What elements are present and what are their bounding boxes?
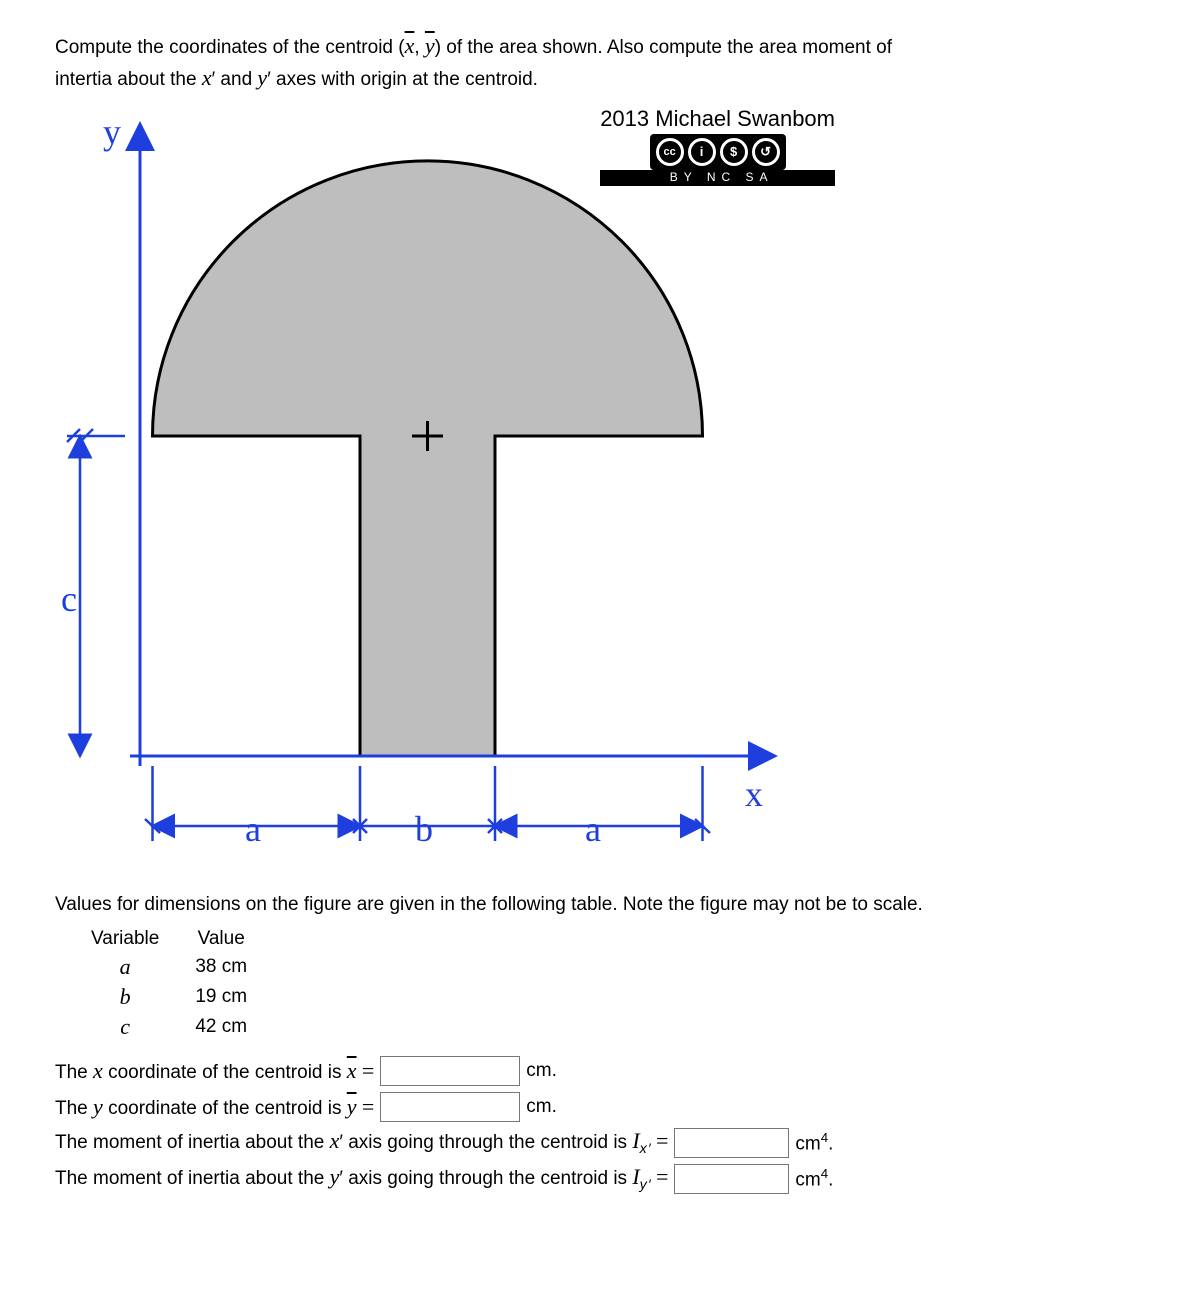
- dim-a-right-label: a: [585, 809, 601, 849]
- cc-license-row: cc i $ ↺: [650, 134, 786, 170]
- label-text: The moment of inertia about the y′ axis …: [55, 1164, 668, 1193]
- dim-a-left-label: a: [245, 809, 261, 849]
- cc-labels: BY NC SA: [600, 170, 835, 186]
- header-value: Value: [177, 926, 265, 952]
- answer-iy-row: The moment of inertia about the y′ axis …: [55, 1164, 1170, 1194]
- prompt-line-2: intertia about the x′ and y′ axes with o…: [55, 69, 538, 90]
- attribution-block: 2013 Michael Swanbom cc i $ ↺ BY NC SA: [600, 106, 835, 186]
- xbar-input[interactable]: [380, 1056, 520, 1086]
- diagram-svg: y x c: [55, 106, 875, 876]
- label-text: The moment of inertia about the x′ axis …: [55, 1128, 668, 1157]
- sa-icon: ↺: [752, 138, 780, 166]
- prompt-line-1: Compute the coordinates of the centroid …: [55, 37, 892, 58]
- unit-cm4: cm4.: [795, 1130, 833, 1155]
- label-text: The y coordinate of the centroid is y =: [55, 1094, 374, 1120]
- author-text: 2013 Michael Swanbom: [600, 106, 835, 132]
- cc-icon: cc: [656, 138, 684, 166]
- table-row: b 19 cm: [73, 982, 265, 1012]
- unit-cm4: cm4.: [795, 1166, 833, 1191]
- dim-c-label: c: [61, 579, 77, 619]
- val-cell: 19 cm: [177, 982, 265, 1012]
- figure: 2013 Michael Swanbom cc i $ ↺ BY NC SA: [55, 106, 875, 876]
- var-cell: c: [73, 1012, 177, 1042]
- val-cell: 38 cm: [177, 952, 265, 982]
- table-note: Values for dimensions on the figure are …: [55, 894, 1170, 916]
- dim-b-label: b: [415, 809, 433, 849]
- var-cell: a: [73, 952, 177, 982]
- values-table: Variable Value a 38 cm b 19 cm c 42 cm: [73, 926, 265, 1042]
- problem-statement: Compute the coordinates of the centroid …: [55, 30, 1170, 94]
- table-row: c 42 cm: [73, 1012, 265, 1042]
- ybar-input[interactable]: [380, 1092, 520, 1122]
- unit-cm: cm.: [526, 1060, 557, 1082]
- composite-shape: [152, 161, 702, 756]
- answer-xbar-row: The x coordinate of the centroid is x = …: [55, 1056, 1170, 1086]
- unit-cm: cm.: [526, 1096, 557, 1118]
- ix-input[interactable]: [674, 1128, 789, 1158]
- x-axis-label: x: [745, 774, 763, 814]
- var-cell: b: [73, 982, 177, 1012]
- val-cell: 42 cm: [177, 1012, 265, 1042]
- by-icon: i: [688, 138, 716, 166]
- iy-input[interactable]: [674, 1164, 789, 1194]
- y-axis-label: y: [103, 112, 121, 152]
- label-text: The x coordinate of the centroid is x =: [55, 1058, 374, 1084]
- table-header-row: Variable Value: [73, 926, 265, 952]
- nc-icon: $: [720, 138, 748, 166]
- answer-ix-row: The moment of inertia about the x′ axis …: [55, 1128, 1170, 1158]
- table-row: a 38 cm: [73, 952, 265, 982]
- answer-ybar-row: The y coordinate of the centroid is y = …: [55, 1092, 1170, 1122]
- header-variable: Variable: [73, 926, 177, 952]
